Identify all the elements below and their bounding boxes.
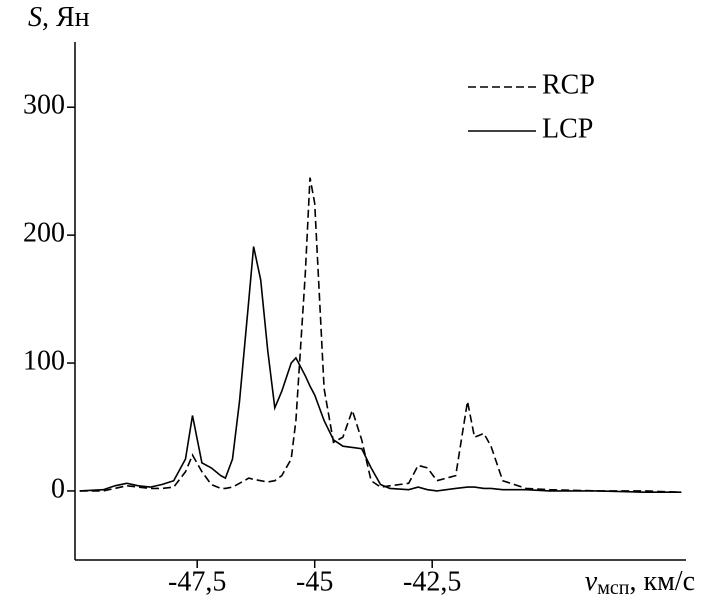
x-tick-label: -45 <box>296 566 333 597</box>
x-subscript: мсп <box>597 577 630 599</box>
y-tick-label: 300 <box>23 90 65 121</box>
y-unit: , Ян <box>42 2 90 33</box>
y-tick-label: 200 <box>23 218 65 249</box>
y-tick-label: 0 <box>51 473 65 504</box>
x-tick-label: -47,5 <box>168 566 226 597</box>
x-unit: , км/с <box>629 566 695 597</box>
x-symbol: v <box>585 566 598 597</box>
legend-label: RCP <box>542 69 595 100</box>
y-axis-label: S, Ян <box>28 2 90 33</box>
x-tick-label: -42,5 <box>403 566 461 597</box>
x-axis-label: vмсп, км/с <box>585 566 695 598</box>
y-tick-label: 100 <box>23 345 65 376</box>
legend-label: LCP <box>542 113 593 144</box>
series-line <box>79 177 682 493</box>
y-symbol: S <box>28 2 42 33</box>
series-line <box>79 246 682 493</box>
